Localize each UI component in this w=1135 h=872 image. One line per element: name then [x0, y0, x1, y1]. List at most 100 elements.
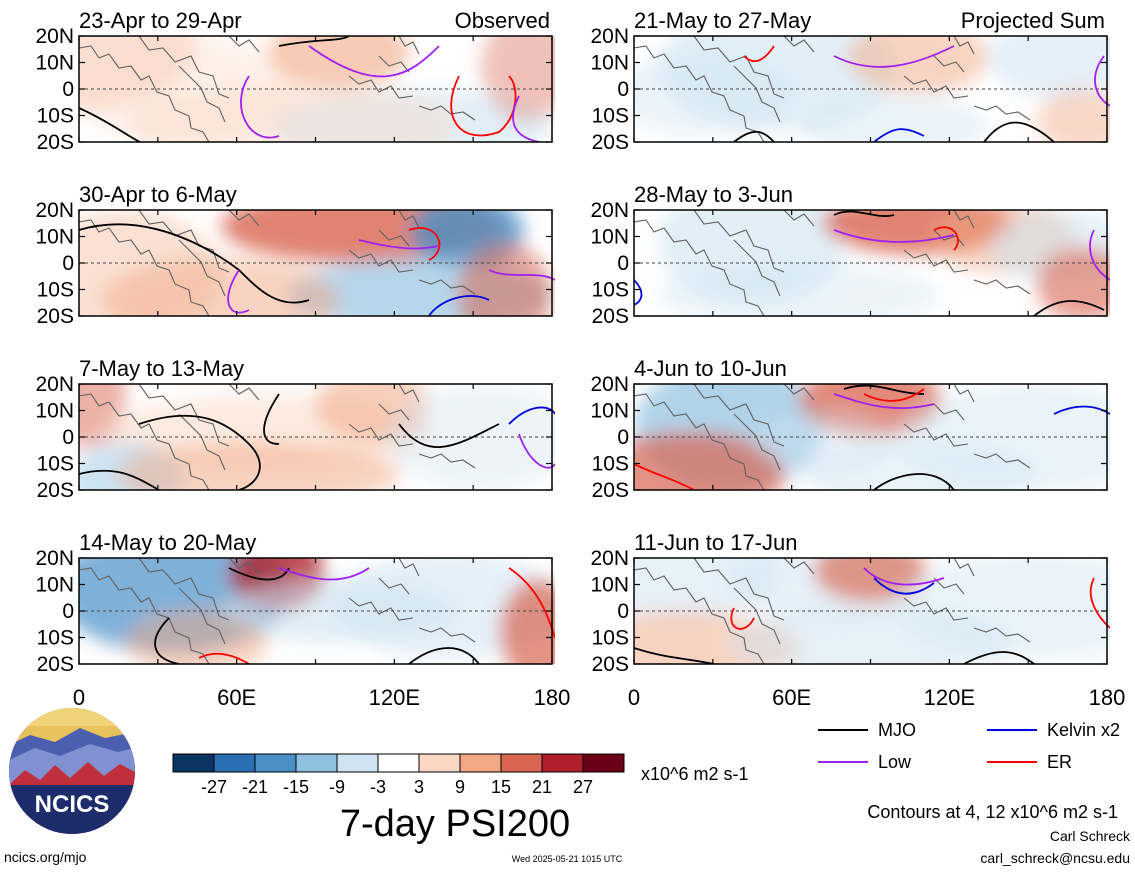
y-tick-label: 0 — [62, 78, 74, 101]
y-tick-label: 10N — [590, 226, 629, 249]
colorbar-segment — [377, 753, 420, 773]
panel-date-range: 7-May to 13-May — [79, 356, 244, 381]
contour-line — [508, 567, 555, 639]
contour-line — [1033, 300, 1105, 316]
y-tick-label: 10S — [37, 279, 74, 302]
x-tick-label: 60E — [772, 685, 811, 710]
panel-date-range: 11-Jun to 17-Jun — [634, 530, 797, 555]
contour-line — [428, 295, 490, 316]
contour-line — [863, 388, 925, 402]
contour-line — [512, 95, 540, 142]
contour-line — [833, 210, 895, 217]
y-tick-label: 0 — [617, 426, 629, 449]
psi-anomaly — [813, 558, 928, 603]
y-tick-label: 20S — [592, 131, 629, 154]
psi-anomaly — [481, 36, 555, 121]
contour-line — [278, 567, 370, 581]
colorbar-tick-label: 15 — [491, 777, 511, 797]
psi-anomaly — [634, 431, 786, 490]
colorbar-units: x10^6 m2 s-1 — [641, 764, 749, 784]
panel-date-range: 21-May to 27-May — [634, 8, 811, 33]
y-tick-label: 20N — [590, 373, 629, 396]
y-tick-label: 10S — [37, 627, 74, 650]
psi-anomaly — [268, 36, 411, 89]
y-tick-label: 10S — [592, 279, 629, 302]
y-tick-label: 0 — [62, 426, 74, 449]
chart-title: 7-day PSI200 — [340, 803, 570, 845]
contour-line — [488, 269, 555, 281]
colorbar-tick-label: -3 — [370, 777, 386, 797]
contour-line — [863, 567, 945, 586]
contour-line — [308, 45, 440, 78]
psi-anomaly — [846, 36, 989, 95]
y-tick-label: 0 — [617, 252, 629, 275]
coastlines — [634, 558, 1031, 664]
coastlines — [634, 384, 1031, 490]
contour-line — [450, 75, 517, 137]
y-tick-label: 20N — [35, 547, 74, 570]
psi-anomaly — [126, 611, 269, 664]
y-tick-label: 10S — [592, 105, 629, 128]
y-tick-label: 10N — [35, 52, 74, 75]
colorbar-segment — [541, 753, 584, 773]
coastlines — [634, 36, 1031, 142]
y-tick-label: 20S — [592, 479, 629, 502]
colorbar-segment — [172, 753, 215, 773]
psi-anomaly — [499, 579, 555, 664]
y-tick-label: 20N — [590, 25, 629, 48]
y-tick-label: 20N — [35, 199, 74, 222]
psi-anomaly — [1036, 247, 1110, 316]
y-tick-label: 20S — [592, 653, 629, 676]
y-tick-label: 20S — [37, 479, 74, 502]
panel-date-range: 28-May to 3-Jun — [634, 182, 793, 207]
y-tick-label: 10S — [592, 453, 629, 476]
coastlines — [79, 36, 476, 142]
legend: MJO Kelvin x2 Low ER — [818, 720, 1120, 772]
colorbar-tick-label: -15 — [283, 777, 309, 797]
contour-line — [79, 223, 310, 304]
contour-line — [228, 567, 290, 581]
footer-author: Carl Schreck — [1050, 828, 1131, 844]
y-tick-label: 10N — [35, 400, 74, 423]
legend-label: ER — [1047, 752, 1072, 772]
psi-anomaly — [799, 94, 989, 142]
contour-note: Contours at 4, 12 x10^6 m2 s-1 — [867, 802, 1118, 822]
psi-anomaly — [634, 51, 800, 137]
psi-field — [79, 558, 555, 664]
contour-line — [408, 227, 441, 261]
map-panel: 23-Apr to 29-Apr Observed 20N 10N 0 10S 20S — [35, 8, 555, 154]
svg-text:NCICS: NCICS — [35, 791, 110, 818]
y-tick-label: 10N — [590, 52, 629, 75]
contour-line — [263, 393, 280, 445]
x-tick-label: 0 — [628, 685, 640, 710]
y-tick-label: 20N — [35, 373, 74, 396]
psi-anomaly — [329, 558, 555, 659]
contour-line — [634, 463, 695, 490]
colorbar-tick-label: -9 — [329, 777, 345, 797]
contour-line — [154, 617, 180, 664]
x-tick-label: 60E — [217, 685, 256, 710]
y-tick-label: 20S — [37, 305, 74, 328]
x-tick-label: 120E — [924, 685, 975, 710]
psi-anomaly — [102, 257, 340, 316]
colorbar-segment — [418, 753, 461, 773]
x-tick-label: 180 — [1089, 685, 1126, 710]
y-tick-label: 10S — [37, 453, 74, 476]
psi-anomaly — [1036, 89, 1110, 142]
x-axes: 0 60E 120E 180 0 60E 120E 180 — [73, 685, 1125, 710]
ncics-logo: NCICS — [9, 708, 135, 834]
contour-line — [730, 607, 755, 630]
column-label: Observed — [455, 8, 550, 33]
y-tick-label: 20N — [590, 199, 629, 222]
contour-line — [833, 393, 935, 410]
contour-line — [873, 473, 955, 490]
y-tick-label: 10N — [590, 574, 629, 597]
contour-line — [278, 36, 350, 47]
contour-line — [198, 652, 250, 664]
y-tick-label: 0 — [62, 600, 74, 623]
